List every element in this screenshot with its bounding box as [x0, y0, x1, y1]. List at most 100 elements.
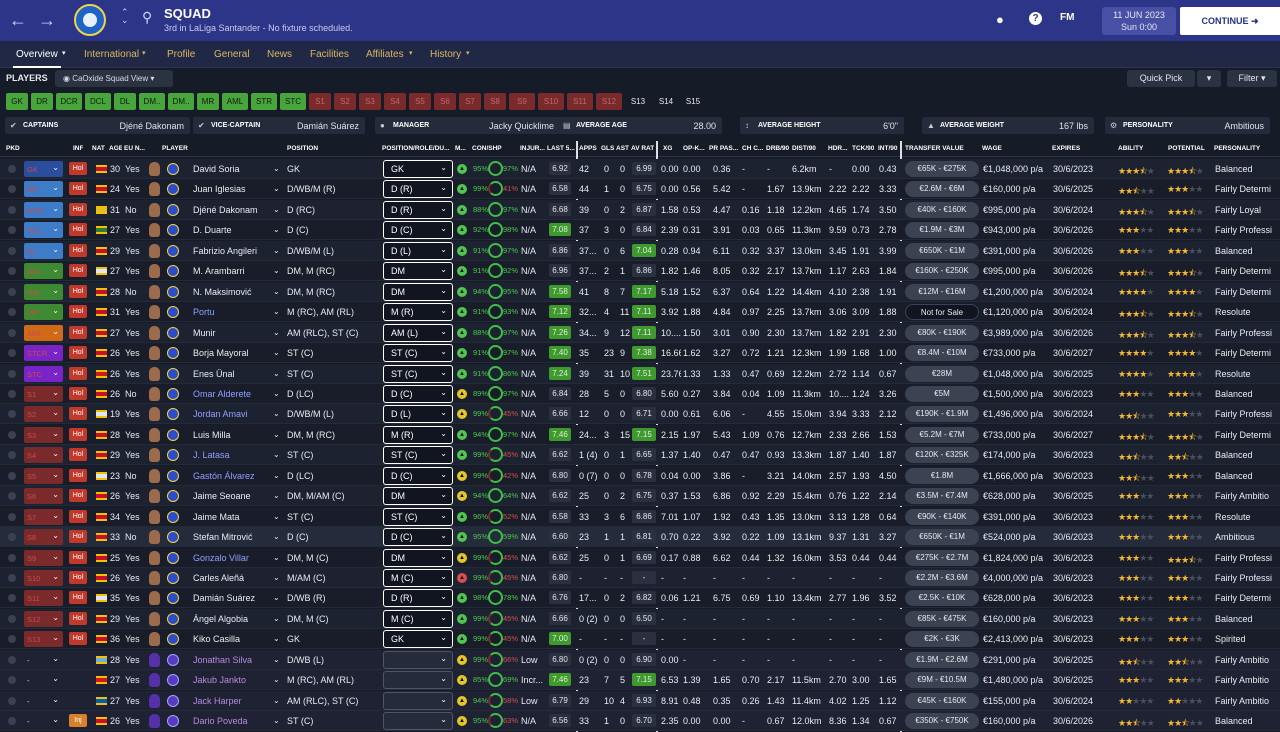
player-name[interactable]: Portu: [193, 307, 215, 318]
menu-international[interactable]: International: [84, 49, 140, 60]
column-header-m-[interactable]: M...: [455, 145, 466, 152]
transfer-value[interactable]: €2K - €3K: [905, 631, 979, 648]
chevron-down-icon[interactable]: ⌄: [273, 613, 280, 623]
column-header-con-shp[interactable]: CON/SHP: [472, 145, 502, 152]
squad-slot-selector[interactable]: S2 ⌄: [24, 406, 63, 423]
chevron-down-icon[interactable]: ⌄: [273, 286, 280, 296]
menu-facilities[interactable]: Facilities: [310, 49, 349, 60]
chevron-down-icon[interactable]: ⌄: [273, 245, 280, 255]
transfer-value[interactable]: €85K - €475K: [905, 610, 979, 627]
role-dropdown[interactable]: D (R) ⌄: [383, 589, 453, 608]
chip-s11[interactable]: S11: [567, 93, 593, 110]
select-radio[interactable]: [8, 246, 16, 255]
table-row[interactable]: DCL ⌄ Hol 27 Yes D. Duarte ⌄ D (C) D (C) ⌄ ▲ 92% 98%…: [0, 220, 1280, 241]
filter-button[interactable]: Filter ▾: [1227, 70, 1277, 87]
role-dropdown[interactable]: GK ⌄: [383, 160, 453, 178]
transfer-value[interactable]: €2.5K - €10K: [905, 590, 979, 607]
table-row[interactable]: S10 ⌄ Hol 26 Yes Carles Aleñá ⌄ M/AM (C) M (C) ⌄ ▲…: [0, 568, 1280, 588]
info-badge[interactable]: Hol: [69, 611, 87, 625]
chevron-down-icon[interactable]: ⌄: [273, 716, 280, 726]
player-name[interactable]: Juan Iglesias: [193, 184, 246, 195]
forward-arrow-icon[interactable]: →: [38, 10, 56, 30]
club-switch-chevron-icon[interactable]: ⌃ ⌄: [121, 7, 129, 25]
chevron-down-icon[interactable]: ⌄: [273, 225, 280, 235]
club-crest-icon[interactable]: [74, 4, 106, 36]
role-dropdown[interactable]: ST (C) ⌄: [383, 364, 453, 383]
squad-slot-selector[interactable]: S8 ⌄: [24, 529, 63, 546]
table-row[interactable]: S3 ⌄ Hol 28 Yes Luis Milla ⌄ DM, M (RC) M (R) ⌄ ▲ 9…: [0, 424, 1280, 445]
info-badge[interactable]: Hol: [69, 243, 87, 257]
player-name[interactable]: M. Arambarri: [193, 266, 245, 277]
info-badge[interactable]: Hol: [69, 530, 87, 544]
role-dropdown[interactable]: D (C) ⌄: [383, 466, 453, 485]
transfer-value[interactable]: €9M - €10.5M: [905, 672, 979, 689]
menu-profile[interactable]: Profile: [167, 49, 196, 60]
menu-history[interactable]: History: [430, 49, 462, 60]
info-badge[interactable]: Hol: [69, 468, 87, 482]
table-row[interactable]: S12 ⌄ Hol 29 Yes Ángel Algobia ⌄ DM, M (C) M (C)…: [0, 608, 1280, 629]
squad-slot-selector[interactable]: S5 ⌄: [24, 467, 63, 484]
chevron-down-icon[interactable]: ⌄: [273, 184, 280, 194]
info-badge[interactable]: Hol: [69, 325, 87, 339]
column-header-potential[interactable]: POTENTIAL: [1168, 145, 1205, 152]
info-badge[interactable]: Hol: [69, 284, 87, 298]
table-row[interactable]: DCR ⌄ Hol 31 No Djéné Dakonam ⌄ D (RC) D (R) ⌄ ▲ 88…: [0, 199, 1280, 220]
role-dropdown[interactable]: ⌄: [383, 650, 453, 669]
transfer-value[interactable]: €1.9M - €2.6M: [905, 651, 979, 668]
info-badge[interactable]: Hol: [69, 366, 87, 380]
table-row[interactable]: MR ⌄ Hol 31 Yes Portu ⌄ M (RC), AM (RL) M (R) ⌄ ▲ 9…: [0, 302, 1280, 323]
info-badge[interactable]: Hol: [69, 202, 87, 216]
role-dropdown[interactable]: M (R) ⌄: [383, 425, 453, 444]
select-radio[interactable]: [8, 635, 16, 644]
role-dropdown[interactable]: DM ⌄: [383, 487, 453, 506]
table-row[interactable]: DM.. ⌄ Hol 28 No N. Maksimović ⌄ DM, M (RC) DM ⌄ ▲…: [0, 281, 1280, 302]
info-badge[interactable]: Hol: [69, 162, 87, 175]
squad-slot-selector[interactable]: DL ⌄: [24, 242, 63, 259]
player-name[interactable]: Jakub Jankto: [193, 675, 247, 686]
column-header-tck-90[interactable]: TCK/90: [852, 145, 875, 152]
role-dropdown[interactable]: AM (L) ⌄: [383, 323, 453, 342]
chevron-down-icon[interactable]: ⌄: [273, 491, 280, 501]
chip-dl[interactable]: DL: [114, 93, 136, 110]
role-dropdown[interactable]: ⌄: [383, 691, 453, 710]
chip-s6[interactable]: S6: [434, 93, 456, 110]
player-name[interactable]: Damián Suárez: [193, 593, 256, 604]
squad-slot-selector[interactable]: S11 ⌄: [24, 590, 63, 607]
chip-stc[interactable]: STC: [280, 93, 306, 110]
vice-captain-box[interactable]: ✔ VICE-CAPTAIN Damián Suárez: [193, 117, 365, 134]
column-header-ability[interactable]: ABILITY: [1118, 145, 1144, 152]
fm-menu-button[interactable]: FM: [1060, 12, 1075, 23]
player-name[interactable]: D. Duarte: [193, 225, 232, 236]
player-name[interactable]: Ángel Algobia: [193, 613, 249, 624]
column-header-wage[interactable]: WAGE: [982, 145, 1002, 152]
table-row[interactable]: STCR ⌄ Hol 26 Yes Borja Mayoral ⌄ ST (C) ST (C) ⌄…: [0, 343, 1280, 364]
squad-slot-selector[interactable]: - ⌄: [24, 693, 63, 709]
info-badge[interactable]: Hol: [69, 571, 87, 584]
select-radio[interactable]: [8, 553, 16, 562]
info-badge[interactable]: Inj: [69, 714, 87, 728]
column-header-position-role-du-[interactable]: POSITION/ROLE/DU...: [382, 145, 450, 152]
squad-slot-selector[interactable]: DCR ⌄: [24, 201, 63, 218]
transfer-value[interactable]: €120K - €325K: [905, 447, 979, 464]
role-dropdown[interactable]: M (R) ⌄: [383, 303, 453, 322]
transfer-value[interactable]: €275K - €2.7M: [905, 549, 979, 566]
column-header-eu-n-[interactable]: EU N...: [124, 145, 145, 152]
chevron-down-icon[interactable]: ⌄: [273, 573, 280, 582]
select-radio[interactable]: [8, 696, 16, 705]
info-badge[interactable]: Hol: [69, 632, 87, 646]
chevron-down-icon[interactable]: ⌄: [273, 307, 280, 317]
chip-s15[interactable]: S15: [685, 97, 701, 106]
column-header-ch-c-[interactable]: CH C...: [742, 145, 764, 152]
chip-gk[interactable]: GK: [6, 93, 28, 110]
column-header-position[interactable]: POSITION: [287, 145, 319, 152]
column-header-last-5-[interactable]: LAST 5...: [547, 145, 575, 152]
chevron-down-icon[interactable]: ⌄: [273, 511, 280, 521]
back-arrow-icon[interactable]: ←: [9, 10, 27, 30]
info-badge[interactable]: Hol: [69, 305, 87, 319]
role-dropdown[interactable]: ST (C) ⌄: [383, 507, 453, 526]
select-radio[interactable]: [8, 451, 16, 460]
player-name[interactable]: Enes Ünal: [193, 368, 235, 379]
info-badge[interactable]: Hol: [69, 591, 87, 605]
info-badge[interactable]: Hol: [69, 550, 87, 564]
role-dropdown[interactable]: ⌄: [383, 712, 453, 731]
